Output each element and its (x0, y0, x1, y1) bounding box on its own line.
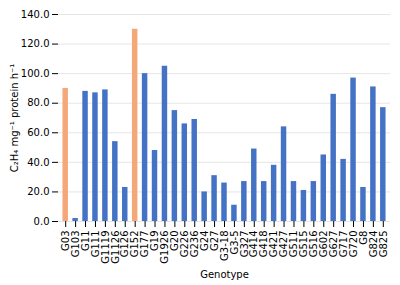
svg-text:60.0: 60.0 (27, 127, 49, 138)
svg-text:G24: G24 (198, 230, 210, 251)
svg-text:G1126: G1126 (109, 230, 121, 264)
svg-text:G103: G103 (69, 230, 81, 258)
svg-text:G717: G717 (337, 230, 349, 258)
svg-text:40.0: 40.0 (27, 157, 49, 168)
svg-text:G421: G421 (268, 230, 280, 258)
svg-text:G226: G226 (179, 230, 190, 258)
svg-text:G427: G427 (278, 230, 290, 258)
svg-text:G27: G27 (208, 230, 220, 251)
svg-text:Genotype: Genotype (200, 269, 249, 280)
svg-text:G327: G327 (238, 230, 250, 258)
svg-text:G152: G152 (129, 230, 141, 258)
svg-text:G3-5: G3-5 (228, 230, 240, 255)
svg-text:G236: G236 (188, 230, 200, 258)
svg-text:G111: G111 (89, 230, 101, 258)
svg-text:0.0: 0.0 (34, 216, 50, 227)
svg-text:G720: G720 (347, 230, 359, 258)
svg-text:80.0: 80.0 (27, 97, 49, 108)
svg-text:G177: G177 (139, 230, 151, 258)
svg-text:G126: G126 (119, 230, 131, 258)
svg-text:G627: G627 (327, 230, 339, 258)
svg-text:100.0: 100.0 (21, 68, 50, 79)
svg-text:120.0: 120.0 (21, 38, 50, 49)
svg-text:C₂H₄ mg⁻¹ protein h⁻¹: C₂H₄ mg⁻¹ protein h⁻¹ (9, 64, 20, 173)
svg-text:G11: G11 (79, 230, 91, 251)
svg-text:G516: G516 (308, 230, 319, 258)
svg-text:G03: G03 (59, 230, 71, 251)
svg-text:G3-18: G3-18 (218, 230, 230, 261)
svg-text:G825: G825 (378, 231, 389, 258)
svg-text:G515: G515 (298, 230, 310, 258)
svg-text:G824: G824 (367, 230, 379, 258)
svg-text:G414: G414 (248, 230, 260, 258)
svg-text:140.0: 140.0 (21, 9, 50, 20)
svg-text:G1119: G1119 (99, 230, 111, 264)
svg-text:G20: G20 (169, 230, 181, 251)
svg-text:G8: G8 (357, 230, 369, 245)
svg-text:G1926: G1926 (159, 230, 171, 264)
svg-text:G602: G602 (318, 230, 329, 258)
svg-text:G511: G511 (288, 230, 300, 258)
svg-text:20.0: 20.0 (27, 186, 49, 197)
svg-text:G418: G418 (258, 230, 270, 258)
svg-text:G19: G19 (149, 230, 161, 251)
